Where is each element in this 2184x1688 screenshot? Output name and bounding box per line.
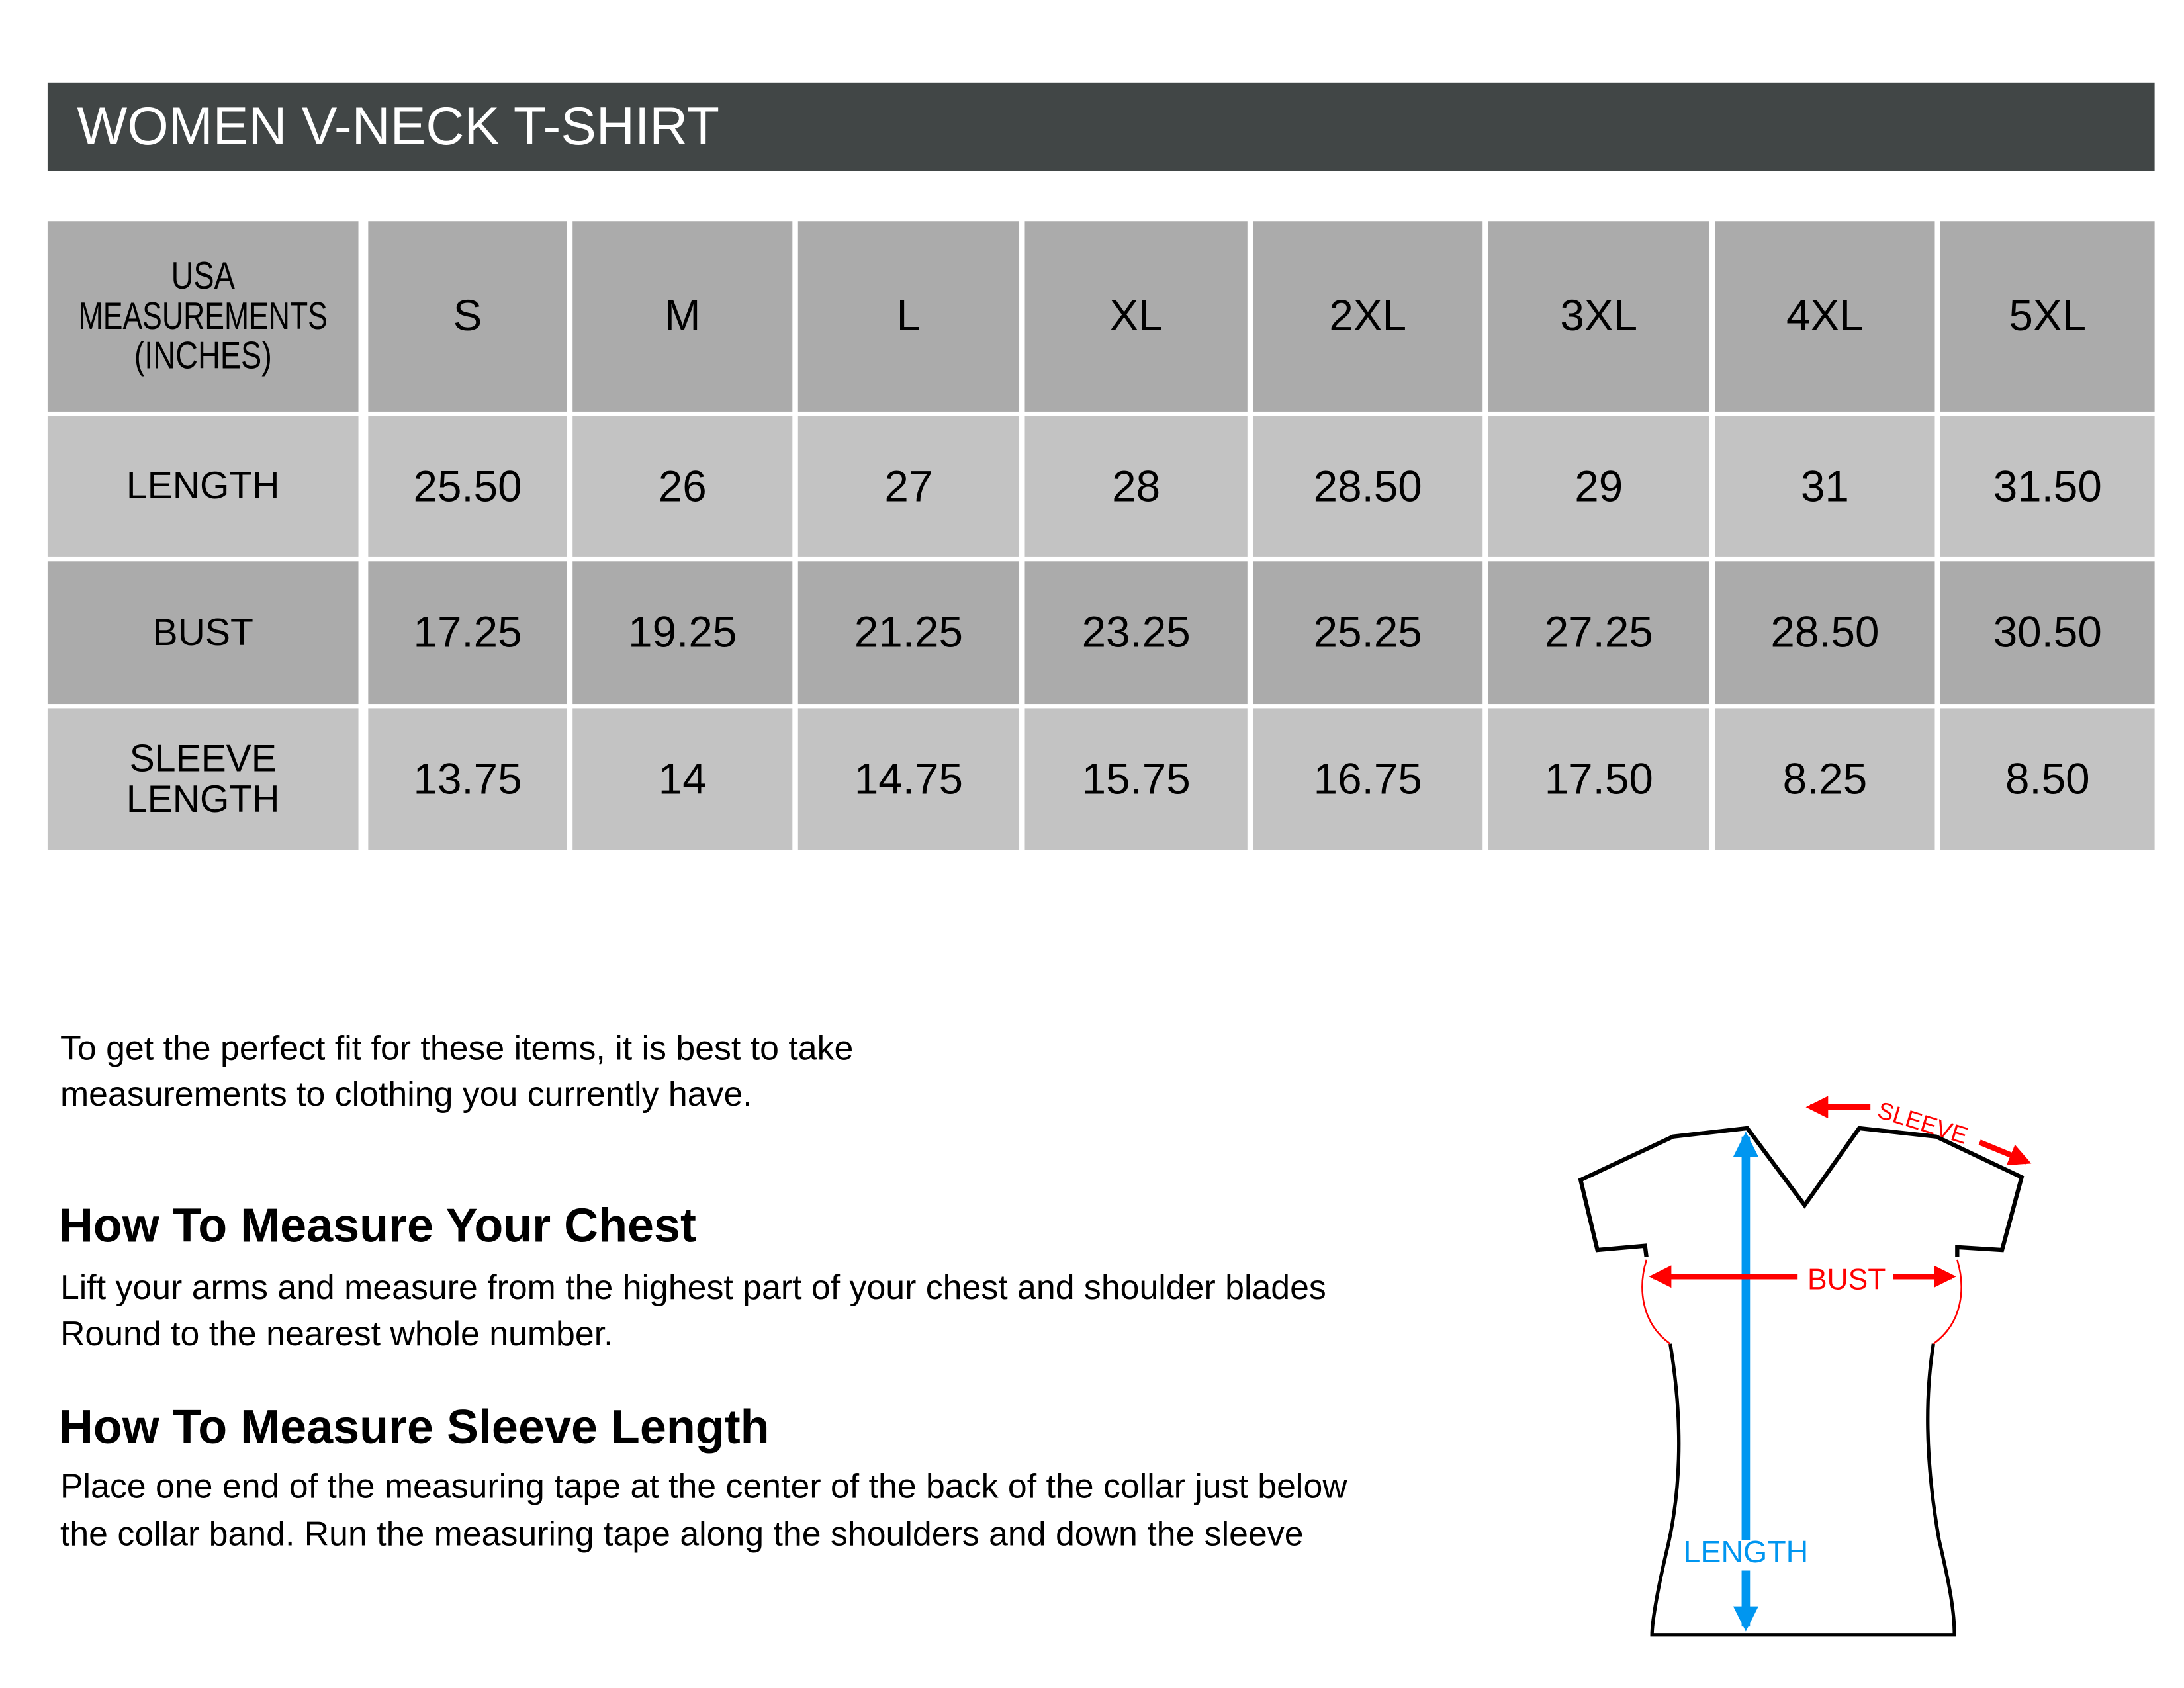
cell-text: 27 xyxy=(884,461,933,511)
cell-text: M xyxy=(664,291,701,341)
corner-label-line: (INCHES) xyxy=(134,334,272,377)
table-cell: 17.25 xyxy=(368,561,567,705)
row-label-line: BUST xyxy=(152,611,253,654)
size-header: 4XL xyxy=(1715,221,1935,412)
sleeve-label: SLEEVE xyxy=(1874,1096,1971,1149)
chest-heading: How To Measure Your Chest xyxy=(58,1199,697,1253)
table-cell: 28.50 xyxy=(1715,561,1935,705)
cell-text: 2XL xyxy=(1329,291,1407,341)
table-cell: 14 xyxy=(572,708,793,850)
cell-text: 28.50 xyxy=(1313,461,1422,511)
cell-text: 4XL xyxy=(1786,291,1864,341)
cell-text: S xyxy=(453,291,482,341)
bust-curve-right xyxy=(1933,1259,1962,1345)
cell-text: 8.25 xyxy=(1782,754,1868,803)
cell-text: 19.25 xyxy=(628,607,737,657)
table-cell: 23.25 xyxy=(1024,561,1248,705)
cell-text: 31 xyxy=(1800,461,1849,511)
table-cell: 27.25 xyxy=(1488,561,1709,705)
row-label: SLEEVE LENGTH xyxy=(47,708,359,850)
table-cell: 8.25 xyxy=(1715,708,1935,850)
cell-text: 26 xyxy=(658,461,707,511)
sleeve-arrow-right xyxy=(1978,1139,2032,1166)
table-cell: 28 xyxy=(1024,416,1248,557)
table-cell: 8.50 xyxy=(1940,708,2155,850)
table-cell: 14.75 xyxy=(797,708,1020,850)
bust-curve-left xyxy=(1641,1259,1671,1345)
cell-text: 25.25 xyxy=(1313,607,1422,657)
table-cell: 25.25 xyxy=(1253,561,1483,705)
table-cell: 27 xyxy=(797,416,1020,557)
cell-text: 13.75 xyxy=(413,754,522,803)
table-cell: 25.50 xyxy=(368,416,567,557)
row-label-line: LENGTH xyxy=(126,777,280,820)
table-cell: 19.25 xyxy=(572,561,793,705)
size-header: S xyxy=(368,221,567,412)
cell-text: 5XL xyxy=(2009,291,2087,341)
cell-text: 29 xyxy=(1574,461,1623,511)
table-cell: 13.75 xyxy=(368,708,567,850)
cell-text: 28.50 xyxy=(1770,607,1880,657)
cell-text: 30.50 xyxy=(1993,607,2102,657)
row-label-line: SLEEVE xyxy=(129,738,277,780)
cell-text: 15.75 xyxy=(1081,754,1191,803)
row-label: BUST xyxy=(47,561,359,705)
page-title: WOMEN V-NECK T-SHIRT xyxy=(77,98,720,157)
table-cell: 21.25 xyxy=(797,561,1020,705)
shirt-outline xyxy=(1578,1126,2025,1258)
intro-line: measurements to clothing you currently h… xyxy=(60,1076,752,1114)
table-cell: 30.50 xyxy=(1940,561,2155,705)
cell-text: 17.50 xyxy=(1544,754,1653,803)
table-cell: 29 xyxy=(1488,416,1709,557)
table-cell: 28.50 xyxy=(1253,416,1483,557)
corner-label-line: USA xyxy=(171,255,235,298)
cell-text: 14 xyxy=(658,754,707,803)
corner-label-line: MEASUREMENTS xyxy=(78,294,328,337)
table-cell: 17.50 xyxy=(1488,708,1709,850)
cell-text: 25.50 xyxy=(413,461,522,511)
row-label-line: LENGTH xyxy=(126,465,280,508)
sleeve-heading: How To Measure Sleeve Length xyxy=(58,1401,770,1454)
cell-text: 14.75 xyxy=(854,754,963,803)
chest-line: Round to the nearest whole number. xyxy=(60,1315,614,1354)
cell-text: 31.50 xyxy=(1993,461,2102,511)
cell-text: 28 xyxy=(1112,461,1161,511)
table-cell: 16.75 xyxy=(1253,708,1483,850)
cell-text: L xyxy=(896,291,921,341)
chest-text: Lift your arms and measure from the high… xyxy=(60,1265,1326,1358)
cell-text: 27.25 xyxy=(1544,607,1653,657)
bust-label: BUST xyxy=(1807,1263,1886,1296)
size-header: L xyxy=(797,221,1020,412)
sleeve-text: Place one end of the measuring tape at t… xyxy=(60,1464,1347,1558)
row-label: LENGTH xyxy=(47,416,359,557)
length-label: LENGTH xyxy=(1684,1534,1809,1569)
chest-line: Lift your arms and measure from the high… xyxy=(60,1269,1326,1308)
table-cell: 15.75 xyxy=(1024,708,1248,850)
size-header: XL xyxy=(1024,221,1248,412)
cell-text: 23.25 xyxy=(1081,607,1191,657)
table-cell: 26 xyxy=(572,416,793,557)
cell-text: 21.25 xyxy=(854,607,963,657)
table-cell: 31.50 xyxy=(1940,416,2155,557)
size-header: 3XL xyxy=(1488,221,1709,412)
corner-header: USA MEASUREMENTS (INCHES) xyxy=(47,221,359,412)
cell-text: 8.50 xyxy=(2005,754,2090,803)
size-header: 2XL xyxy=(1253,221,1483,412)
size-header: M xyxy=(572,221,793,412)
table-cell: 31 xyxy=(1715,416,1935,557)
intro-text: To get the perfect fit for these items, … xyxy=(60,1026,853,1119)
sleeve-line: Place one end of the measuring tape at t… xyxy=(60,1468,1347,1507)
intro-line: To get the perfect fit for these items, … xyxy=(60,1030,854,1069)
size-header: 5XL xyxy=(1940,221,2155,412)
cell-text: XL xyxy=(1109,291,1163,341)
cell-text: 3XL xyxy=(1560,291,1638,341)
sleeve-line: the collar band. Run the measuring tape … xyxy=(60,1515,1304,1554)
shirt-body xyxy=(1650,1343,1956,1637)
cell-text: 17.25 xyxy=(413,607,522,657)
cell-text: 16.75 xyxy=(1313,754,1422,803)
title-bar: WOMEN V-NECK T-SHIRT xyxy=(47,82,2155,171)
